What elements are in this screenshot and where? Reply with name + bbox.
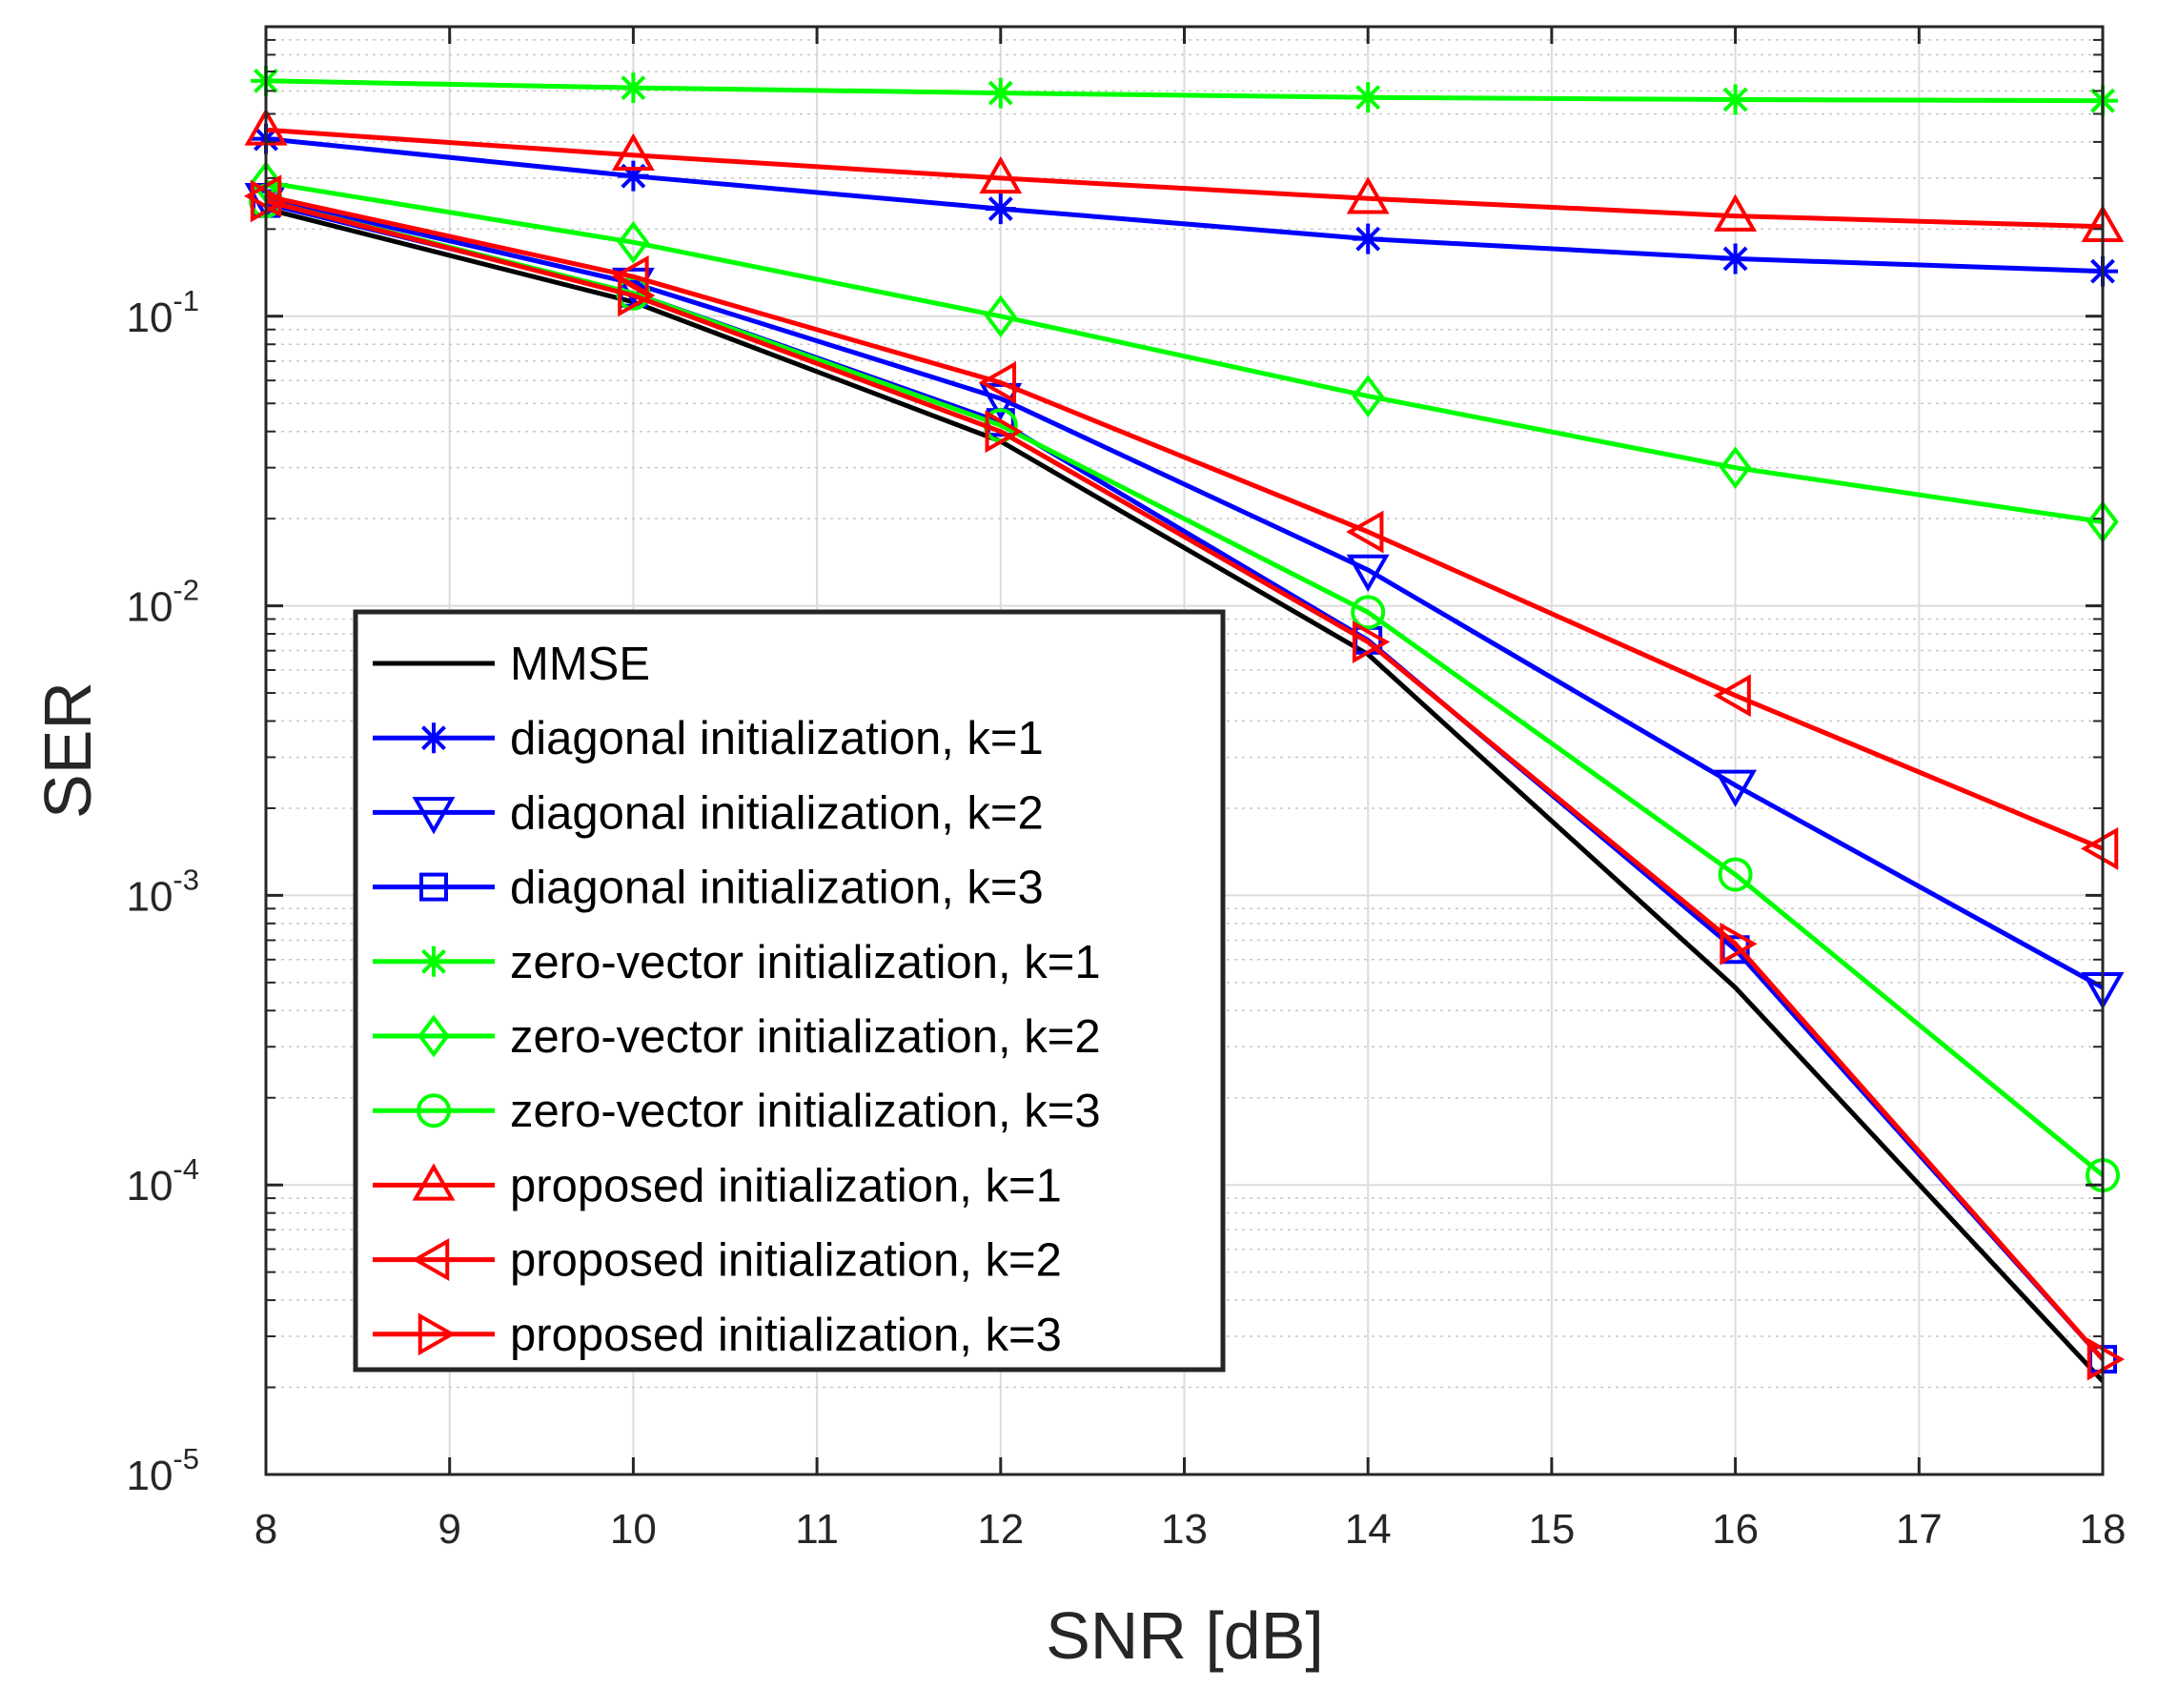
- data-point: [1714, 193, 1758, 232]
- legend-label: zero-vector initialization, k=1: [510, 937, 1101, 988]
- data-point: [618, 274, 656, 317]
- data-point: [1719, 446, 1752, 489]
- legend-label: proposed initialization, k=1: [510, 1160, 1062, 1211]
- legend-entry: zero-vector initialization, k=1: [373, 937, 1101, 988]
- legend-marker: [418, 946, 449, 977]
- legend-marker: [418, 722, 449, 754]
- data-point: [1718, 857, 1753, 892]
- legend-label: zero-vector initialization, k=3: [510, 1086, 1101, 1137]
- legend-label: diagonal initialization, k=2: [510, 787, 1044, 839]
- data-point: [1346, 176, 1390, 214]
- x-tick-label: 10: [610, 1506, 657, 1553]
- legend-entry: MMSE: [373, 639, 650, 690]
- data-point: [985, 410, 1023, 454]
- legend-label: zero-vector initialization, k=2: [510, 1011, 1101, 1063]
- data-point: [243, 174, 282, 218]
- y-tick-label: 10-5: [126, 1442, 199, 1499]
- axis-ticks: [264, 27, 2105, 1476]
- data-point: [2080, 826, 2119, 870]
- legend-entry: diagonal initialization, k=3: [373, 863, 1044, 914]
- series-line: [265, 206, 2105, 1383]
- data-point: [617, 220, 650, 264]
- legend-box: [353, 609, 1226, 1372]
- x-tick-label: 11: [795, 1506, 839, 1553]
- series-line: [265, 127, 2104, 230]
- series-line: [265, 179, 2104, 524]
- legend-entry: proposed initialization, k=2: [373, 1235, 1062, 1287]
- legend-label: MMSE: [510, 639, 650, 690]
- data-point: [985, 295, 1017, 338]
- data-point: [978, 360, 1017, 404]
- series-line: [265, 78, 2104, 104]
- data-point: [1720, 84, 1751, 115]
- data-point: [979, 155, 1023, 194]
- data-point: [618, 160, 649, 192]
- data-point: [1353, 82, 1384, 113]
- legend-label: proposed initialization, k=2: [510, 1235, 1062, 1287]
- legend-marker: [417, 1014, 450, 1058]
- x-tick-label: 13: [1161, 1506, 1208, 1553]
- x-tick-label: 14: [1345, 1506, 1392, 1553]
- data-series: [243, 65, 2126, 1383]
- legend-marker: [412, 797, 456, 835]
- x-tick-label: 15: [1528, 1506, 1575, 1553]
- x-tick-label: 17: [1896, 1506, 1943, 1553]
- y-tick-label: 10-4: [126, 1152, 199, 1210]
- data-point: [611, 132, 655, 172]
- series-0: [265, 206, 2105, 1383]
- data-point: [1714, 769, 1758, 807]
- legend-marker: [417, 1093, 451, 1128]
- data-point: [250, 179, 289, 223]
- legend-marker: [419, 872, 448, 902]
- legend-entry: proposed initialization, k=3: [373, 1310, 1062, 1361]
- data-point: [1352, 375, 1384, 417]
- legend-label: diagonal initialization, k=3: [510, 863, 1044, 914]
- tick-labels: 8 9 10 11 12 13 14 15 16 17 18 10-5 10-4 10-3 10-2 10-1: [126, 284, 2126, 1553]
- legend-entry: zero-vector initialization, k=2: [373, 1011, 1101, 1063]
- legend-marker: [417, 1312, 457, 1356]
- x-tick-label: 12: [977, 1506, 1024, 1553]
- legend-entry: diagonal initialization, k=1: [373, 713, 1044, 764]
- y-tick-label: 10-1: [126, 284, 199, 341]
- legend-label: proposed initialization, k=3: [510, 1310, 1062, 1361]
- data-point: [1352, 620, 1391, 664]
- series-5: [250, 160, 2119, 543]
- data-point: [1720, 243, 1751, 274]
- series-8: [243, 174, 2119, 870]
- data-point: [2087, 1337, 2126, 1381]
- legend: MMSE diagonal initialization, k=1 diagonal…: [353, 609, 1226, 1372]
- legend-entry: proposed initialization, k=1: [373, 1160, 1062, 1211]
- data-point: [1351, 595, 1386, 630]
- data-point: [1353, 223, 1384, 254]
- y-axis-title: SER: [31, 681, 105, 819]
- legend-label: diagonal initialization, k=1: [510, 713, 1044, 764]
- data-point: [985, 77, 1016, 109]
- series-line: [265, 136, 2104, 274]
- data-point: [1713, 674, 1751, 718]
- x-tick-label: 16: [1712, 1506, 1759, 1553]
- x-tick-label: 9: [438, 1506, 460, 1553]
- legend-entry: zero-vector initialization, k=3: [373, 1086, 1101, 1137]
- series-9: [250, 179, 2126, 1381]
- y-tick-label: 10-3: [126, 863, 199, 920]
- data-point: [985, 193, 1016, 225]
- data-point: [1346, 510, 1384, 554]
- x-axis-title: SNR [dB]: [1046, 1598, 1324, 1673]
- x-tick-label: 18: [2080, 1506, 2127, 1553]
- series-line: [265, 198, 2105, 1361]
- legend-entry: diagonal initialization, k=2: [373, 787, 1044, 839]
- y-tick-label: 10-2: [126, 574, 199, 631]
- series-line: [265, 195, 2105, 990]
- series-line: [265, 193, 2104, 851]
- x-tick-label: 8: [254, 1506, 277, 1553]
- legend-marker: [411, 1238, 450, 1282]
- data-point: [611, 267, 655, 306]
- data-point: [618, 72, 649, 104]
- data-point: [1720, 922, 1758, 966]
- data-point: [1346, 554, 1390, 593]
- legend-marker: [412, 1163, 456, 1201]
